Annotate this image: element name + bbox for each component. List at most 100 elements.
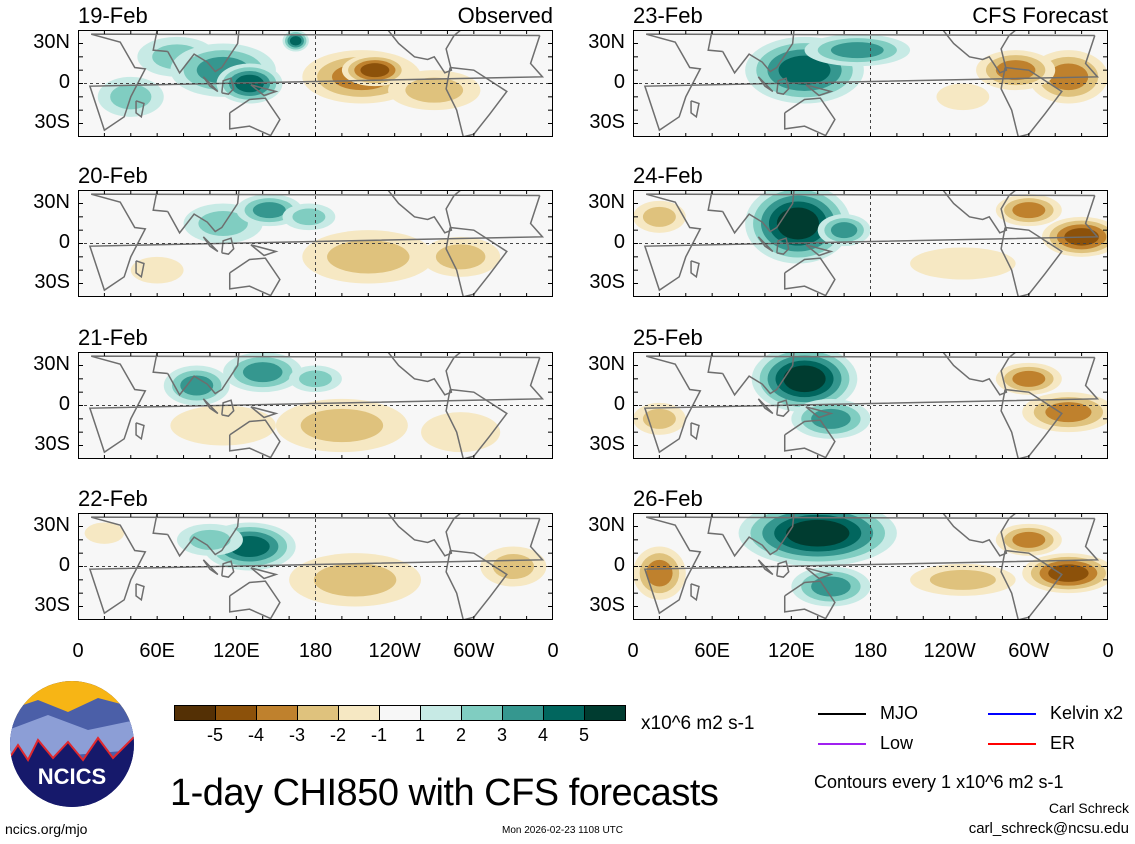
anomaly-contour: [180, 375, 214, 396]
colorbar-swatch: [420, 705, 462, 721]
anomaly-contour: [910, 247, 1016, 280]
anomaly-contour: [786, 519, 850, 547]
map-panel: [78, 30, 553, 137]
anomaly-contour: [130, 256, 184, 284]
map-panel: [633, 513, 1108, 620]
coastline: [250, 406, 279, 419]
coastline: [152, 190, 240, 235]
coastline: [135, 260, 145, 279]
coastline: [135, 422, 145, 441]
legend-line: [988, 743, 1036, 745]
anomaly-contour: [405, 77, 464, 103]
coastline: [202, 76, 219, 93]
map-frame: [633, 352, 1108, 459]
map-panel: [78, 352, 553, 459]
anomaly-contour: [929, 569, 996, 590]
coastline: [643, 516, 1100, 615]
coastline: [202, 236, 219, 253]
anomaly-contour: [360, 63, 390, 78]
coastline: [783, 97, 836, 137]
coastline: [776, 399, 790, 417]
anomaly-contour: [1012, 531, 1046, 548]
coastline: [221, 560, 235, 578]
coastline: [643, 33, 1100, 132]
map-frame: [633, 190, 1108, 297]
y-tick-label: 30S: [34, 270, 70, 293]
x-tick-label: 120E: [767, 640, 815, 662]
coastline: [805, 406, 834, 419]
coastline: [250, 244, 279, 257]
x-tick-label: 120W: [923, 640, 976, 662]
colorbar-swatch: [379, 705, 421, 721]
coastline: [942, 190, 1018, 234]
coastline: [221, 237, 235, 255]
coastline: [202, 398, 219, 415]
coastline: [387, 30, 463, 74]
contours-note: Contours every 1 x10^6 m2 s-1: [814, 772, 1064, 792]
y-tick-label: 30S: [589, 593, 625, 616]
coastline: [805, 244, 834, 257]
anomaly-contour: [435, 244, 486, 270]
y-tick-label: 0: [58, 70, 70, 93]
x-tick-label: 0: [547, 640, 559, 662]
map-frame: [78, 190, 553, 297]
anomaly-contour: [811, 576, 851, 597]
colorbar-swatch: [543, 705, 585, 721]
panel-date: 25-Feb: [633, 325, 703, 350]
coastline: [690, 583, 700, 602]
anomaly-contour: [198, 211, 248, 236]
coastline: [942, 352, 1018, 396]
coastline: [152, 513, 240, 558]
y-tick-label: 30N: [588, 30, 625, 53]
coastline: [805, 84, 834, 97]
panel-source-label: Observed: [457, 3, 553, 28]
anomaly-contour: [292, 208, 326, 226]
coastline: [707, 513, 795, 558]
website: ncics.org/mjo: [5, 821, 88, 837]
colorbar-swatch: [502, 705, 544, 721]
legend-line: [818, 743, 866, 745]
x-tick-label: 60E: [694, 640, 730, 662]
author: Carl Schreck: [1048, 800, 1129, 816]
panel-date: 24-Feb: [633, 163, 703, 188]
panel-date: 26-Feb: [633, 486, 703, 511]
y-tick-label: 30N: [33, 30, 70, 53]
anomaly-contour: [776, 207, 820, 240]
anomaly-contour: [1048, 564, 1089, 582]
colorbar-units: x10^6 m2 s-1: [641, 713, 755, 734]
y-tick-label: 30N: [33, 513, 70, 536]
coastline: [776, 237, 790, 255]
coastline: [707, 352, 795, 397]
legend-line: [988, 713, 1036, 715]
legend-label: Kelvin x2: [1050, 703, 1124, 723]
y-tick-label: 30N: [588, 513, 625, 536]
map-frame: [633, 513, 1108, 620]
panel-date: 20-Feb: [78, 163, 148, 188]
coastline: [776, 77, 790, 95]
coastline: [387, 513, 463, 557]
anomaly-contour: [783, 365, 826, 393]
coastline: [757, 398, 774, 415]
y-tick-label: 0: [613, 392, 625, 415]
map-frame: [633, 30, 1108, 137]
map-frame: [78, 30, 553, 137]
anomaly-contour: [170, 405, 276, 446]
coastline: [152, 30, 240, 75]
y-tick-label: 30S: [589, 110, 625, 133]
x-tick-label: 60E: [139, 640, 175, 662]
coastline: [643, 355, 1100, 454]
y-tick-label: 0: [613, 70, 625, 93]
colorbar-swatch: [297, 705, 339, 721]
y-tick-label: 30N: [33, 352, 70, 375]
x-tick-label: 0: [1102, 640, 1114, 662]
logo-text: NCICS: [38, 764, 106, 789]
x-tick-label: 0: [627, 640, 639, 662]
coastline: [202, 559, 219, 576]
coastline: [783, 257, 836, 297]
y-tick-label: 0: [613, 230, 625, 253]
y-tick-label: 0: [58, 392, 70, 415]
coastline: [88, 193, 545, 292]
y-tick-label: 30N: [33, 190, 70, 213]
figure-title: 1-day CHI850 with CFS forecasts: [170, 772, 719, 814]
